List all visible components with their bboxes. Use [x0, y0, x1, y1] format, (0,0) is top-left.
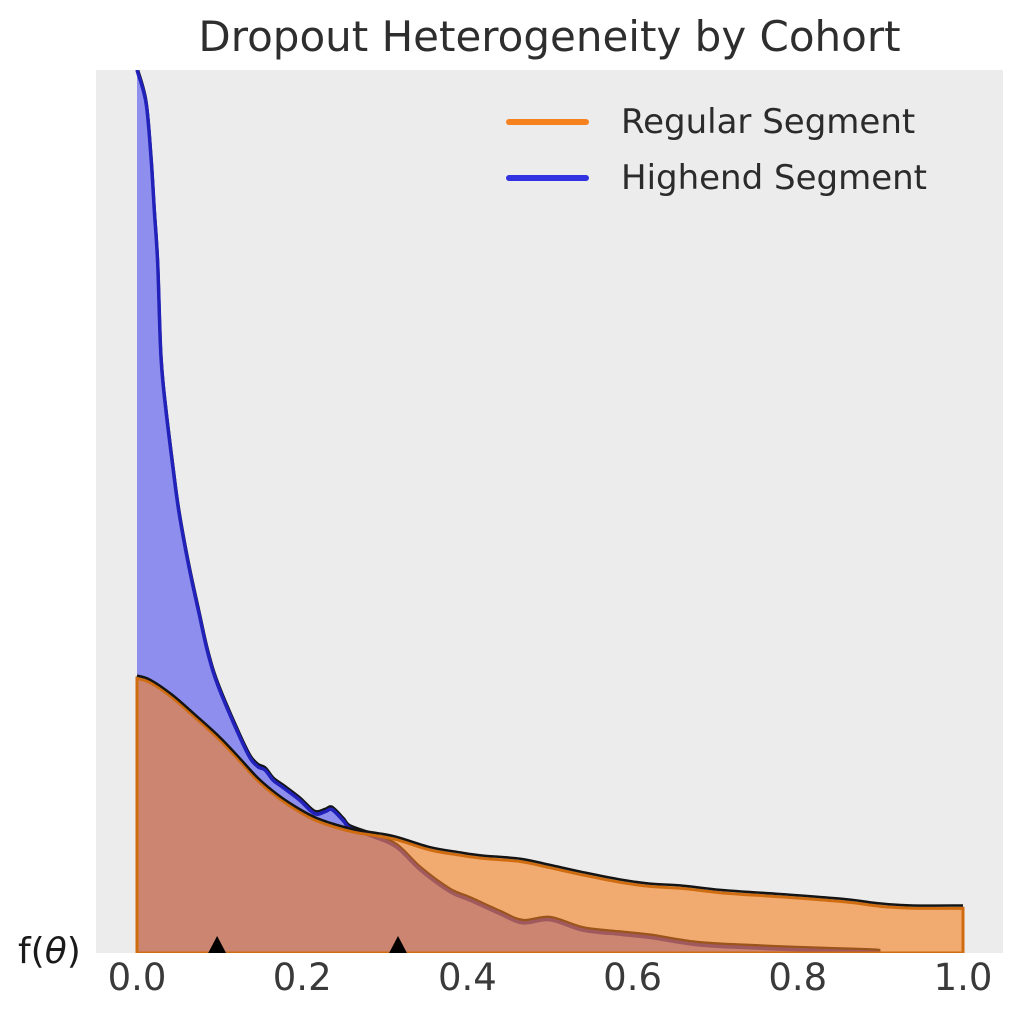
y-axis-label: f(θ) — [18, 931, 81, 972]
x-tick-label: 0.6 — [603, 956, 663, 999]
mean-marker-triangle — [389, 936, 407, 953]
legend-line-swatch-blue — [506, 175, 589, 181]
legend: Regular Segment Highend Segment — [506, 94, 927, 206]
y-axis-label-suffix: ) — [66, 931, 81, 972]
kde-curves-group — [135, 70, 965, 953]
x-tick-label: 1.0 — [933, 956, 993, 999]
chart-title: Dropout Heterogeneity by Cohort — [198, 12, 901, 61]
x-tick-label: 0.8 — [768, 956, 828, 999]
legend-line-swatch-orange — [506, 119, 589, 125]
x-axis-tick-labels: 0.0 0.2 0.4 0.6 0.8 1.0 — [0, 956, 1023, 1004]
x-tick-label: 0.4 — [437, 956, 497, 999]
x-tick-label: 0.0 — [107, 956, 167, 999]
legend-label: Regular Segment — [621, 102, 916, 142]
theta-symbol: θ — [44, 931, 67, 972]
legend-item-highend-segment: Highend Segment — [506, 150, 927, 206]
legend-item-regular-segment: Regular Segment — [506, 94, 927, 150]
y-axis-label-prefix: f( — [18, 931, 45, 972]
legend-label: Highend Segment — [621, 158, 927, 198]
mean-marker-triangle — [208, 936, 227, 953]
x-tick-label: 0.2 — [272, 956, 332, 999]
